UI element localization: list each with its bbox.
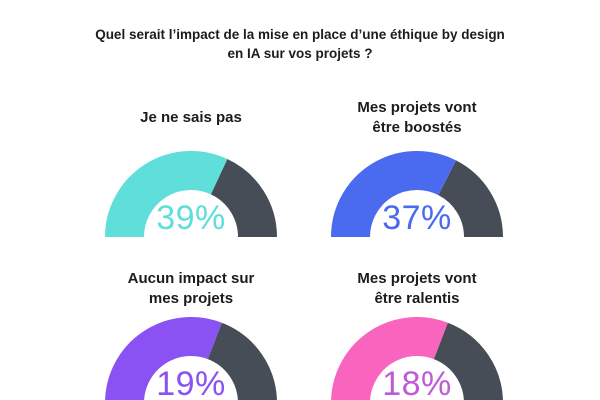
gauge-svg bbox=[105, 151, 277, 237]
gauge-label-line-1: Mes projets vont bbox=[357, 99, 477, 116]
gauge-value-arc bbox=[331, 317, 448, 400]
semi-donut-gauge: 19% bbox=[105, 317, 277, 400]
gauge-svg bbox=[331, 151, 503, 237]
gauge-remainder-arc bbox=[433, 322, 503, 400]
gauge-label: Je ne sais pas bbox=[105, 98, 277, 138]
semi-donut-gauge: 37% bbox=[331, 151, 503, 237]
gauge-card-projets-boostes: Mes projets vont être boostés 37% bbox=[331, 98, 503, 237]
gauge-value: 18% bbox=[382, 365, 452, 400]
gauge-remainder-arc bbox=[207, 322, 277, 400]
gauge-label-line-1: Aucun impact sur bbox=[127, 270, 255, 287]
gauge-label-line-2: être boostés bbox=[372, 119, 462, 136]
semi-donut-gauge: 18% bbox=[331, 317, 503, 400]
gauge-label-line-1: Mes projets vont bbox=[357, 270, 477, 287]
gauge-label-line-2: mes projets bbox=[148, 290, 234, 307]
gauge-value-arc bbox=[105, 151, 228, 237]
gauge-card-aucun-impact: Aucun impact sur mes projets 19% bbox=[105, 269, 277, 400]
gauge-value: 39% bbox=[156, 199, 226, 237]
gauge-value-arc bbox=[105, 317, 222, 400]
gauge-label-line-2: être ralentis bbox=[374, 290, 460, 307]
semi-donut-gauge: 39% bbox=[105, 151, 277, 237]
gauge-svg bbox=[105, 317, 277, 400]
gauge-label: Mes projets vont être boostés bbox=[331, 98, 503, 138]
gauge-label-line-1: Je ne sais pas bbox=[140, 109, 242, 126]
page-title-line-2: en IA sur vos projets ? bbox=[227, 46, 373, 61]
gauge-value-arc bbox=[331, 151, 457, 237]
gauge-remainder-arc bbox=[437, 160, 503, 237]
gauge-label: Mes projets vont être ralentis bbox=[331, 269, 503, 309]
gauge-card-je-ne-sais-pas: Je ne sais pas 39% bbox=[105, 98, 277, 237]
gauge-svg bbox=[331, 317, 503, 400]
gauge-label: Aucun impact sur mes projets bbox=[105, 269, 277, 309]
page-title: Quel serait l’impact de la mise en place… bbox=[0, 25, 600, 63]
gauge-card-projets-ralentis: Mes projets vont être ralentis 18% bbox=[331, 269, 503, 400]
gauge-remainder-arc bbox=[210, 159, 277, 237]
gauge-value: 19% bbox=[156, 365, 226, 400]
page-title-line-1: Quel serait l’impact de la mise en place… bbox=[95, 27, 505, 42]
gauge-value: 37% bbox=[382, 199, 452, 237]
